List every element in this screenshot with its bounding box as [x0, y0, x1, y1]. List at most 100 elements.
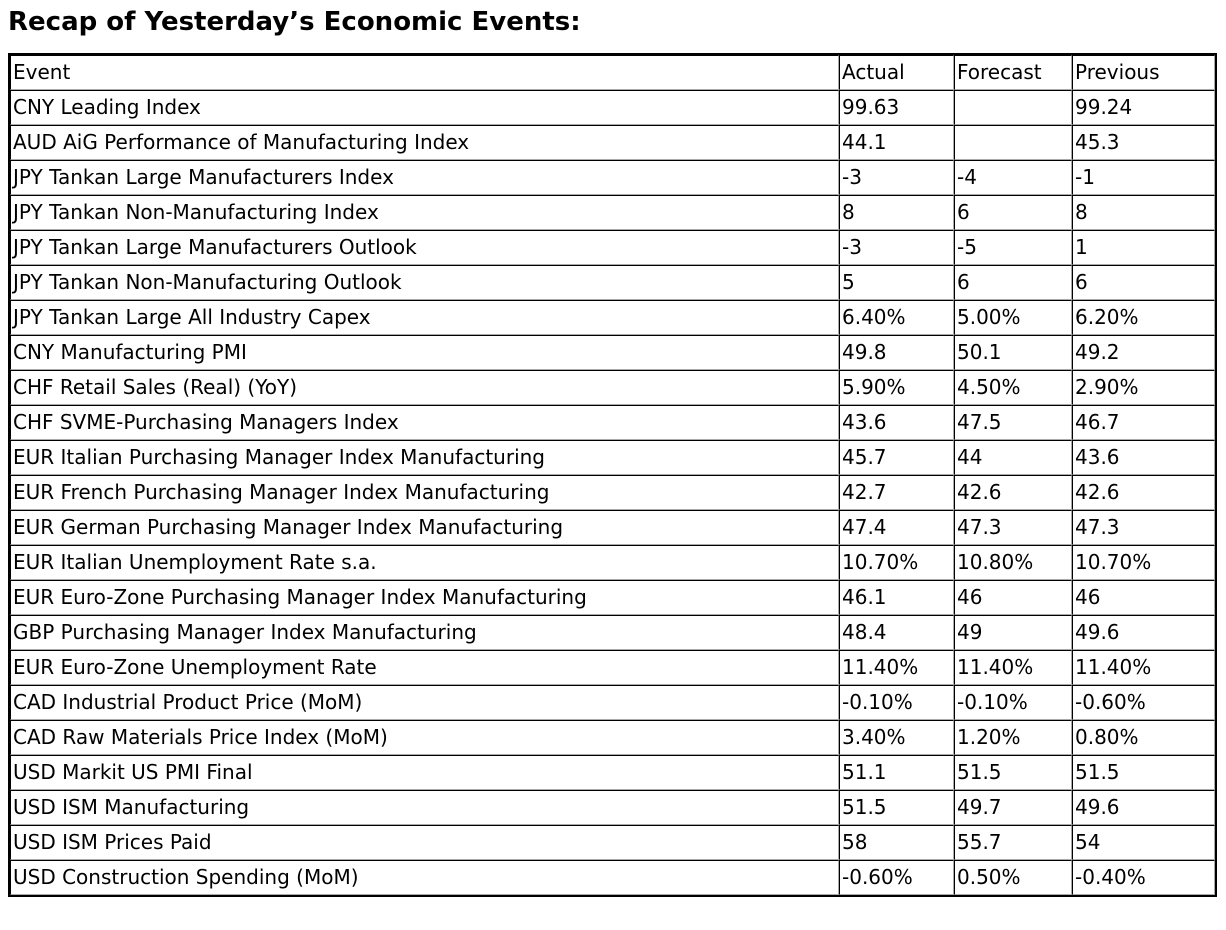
cell-previous: 10.70%: [1072, 544, 1215, 580]
cell-previous: 2.90%: [1072, 369, 1215, 405]
table-row: USD Markit US PMI Final 51.1 51.5 51.5: [10, 754, 1215, 790]
cell-event: JPY Tankan Non-Manufacturing Outlook: [10, 264, 839, 300]
cell-previous: 6.20%: [1072, 299, 1215, 335]
cell-previous: 46: [1072, 579, 1215, 615]
cell-forecast: [954, 89, 1072, 125]
table-row: USD Construction Spending (MoM) -0.60% 0.5…: [10, 859, 1215, 895]
cell-previous: 51.5: [1072, 754, 1215, 790]
table-row: USD ISM Prices Paid 58 55.7 54: [10, 824, 1215, 860]
cell-event: CNY Leading Index: [10, 89, 839, 125]
cell-actual: 44.1: [839, 124, 954, 160]
cell-forecast: 49.7: [954, 789, 1072, 825]
cell-forecast: 47.3: [954, 509, 1072, 545]
cell-event: CHF Retail Sales (Real) (YoY): [10, 369, 839, 405]
cell-previous: -0.60%: [1072, 684, 1215, 720]
cell-actual: 47.4: [839, 509, 954, 545]
cell-previous: 42.6: [1072, 474, 1215, 510]
table-row: JPY Tankan Large Manufacturers Index -3 -4…: [10, 159, 1215, 195]
cell-actual: 46.1: [839, 579, 954, 615]
cell-event: USD ISM Prices Paid: [10, 824, 839, 860]
cell-actual: 51.5: [839, 789, 954, 825]
cell-forecast: 50.1: [954, 334, 1072, 370]
cell-previous: 0.80%: [1072, 719, 1215, 755]
cell-actual: -0.10%: [839, 684, 954, 720]
cell-actual: 8: [839, 194, 954, 230]
cell-previous: 99.24: [1072, 89, 1215, 125]
cell-forecast: -4: [954, 159, 1072, 195]
table-row: GBP Purchasing Manager Index Manufacturi…: [10, 614, 1215, 650]
table-row: EUR German Purchasing Manager Index Manu…: [10, 509, 1215, 545]
cell-event: EUR Italian Unemployment Rate s.a.: [10, 544, 839, 580]
cell-actual: 58: [839, 824, 954, 860]
cell-previous: 49.2: [1072, 334, 1215, 370]
page-title: Recap of Yesterday’s Economic Events:: [8, 7, 581, 37]
cell-actual: 49.8: [839, 334, 954, 370]
cell-actual: 5.90%: [839, 369, 954, 405]
cell-forecast: -5: [954, 229, 1072, 265]
cell-forecast: 44: [954, 439, 1072, 475]
table-row: CAD Industrial Product Price (MoM) -0.10%…: [10, 684, 1215, 720]
cell-actual: 42.7: [839, 474, 954, 510]
cell-forecast: 5.00%: [954, 299, 1072, 335]
cell-forecast: 55.7: [954, 824, 1072, 860]
cell-event: EUR French Purchasing Manager Index Manu…: [10, 474, 839, 510]
cell-event: GBP Purchasing Manager Index Manufacturi…: [10, 614, 839, 650]
cell-forecast: 11.40%: [954, 649, 1072, 685]
cell-previous: 54: [1072, 824, 1215, 860]
cell-event: CHF SVME-Purchasing Managers Index: [10, 404, 839, 440]
events-table-body: CNY Leading Index 99.63 99.24 AUD AiG Perfo…: [10, 89, 1215, 895]
cell-previous: 45.3: [1072, 124, 1215, 160]
cell-actual: -3: [839, 229, 954, 265]
cell-forecast: 6: [954, 194, 1072, 230]
cell-actual: 43.6: [839, 404, 954, 440]
cell-previous: 49.6: [1072, 614, 1215, 650]
cell-forecast: 4.50%: [954, 369, 1072, 405]
cell-event: USD Construction Spending (MoM): [10, 859, 839, 895]
cell-previous: 11.40%: [1072, 649, 1215, 685]
cell-event: EUR Euro-Zone Purchasing Manager Index M…: [10, 579, 839, 615]
cell-actual: -3: [839, 159, 954, 195]
cell-actual: 99.63: [839, 89, 954, 125]
cell-forecast: 47.5: [954, 404, 1072, 440]
table-row: CHF SVME-Purchasing Managers Index 43.6 47…: [10, 404, 1215, 440]
cell-forecast: 49: [954, 614, 1072, 650]
cell-event: JPY Tankan Large All Industry Capex: [10, 299, 839, 335]
cell-previous: 47.3: [1072, 509, 1215, 545]
cell-event: JPY Tankan Non-Manufacturing Index: [10, 194, 839, 230]
cell-forecast: -0.10%: [954, 684, 1072, 720]
cell-previous: 49.6: [1072, 789, 1215, 825]
column-header-forecast: Forecast: [954, 54, 1072, 90]
table-header-row: Event Actual Forecast Previous: [10, 54, 1215, 90]
cell-event: JPY Tankan Large Manufacturers Outlook: [10, 229, 839, 265]
table-row: EUR Italian Unemployment Rate s.a. 10.70%…: [10, 544, 1215, 580]
cell-forecast: 46: [954, 579, 1072, 615]
cell-event: CNY Manufacturing PMI: [10, 334, 839, 370]
table-row: EUR Euro-Zone Unemployment Rate 11.40% 11.…: [10, 649, 1215, 685]
cell-forecast: 1.20%: [954, 719, 1072, 755]
cell-forecast: 10.80%: [954, 544, 1072, 580]
table-row: AUD AiG Performance of Manufacturing Ind…: [10, 124, 1215, 160]
cell-actual: 10.70%: [839, 544, 954, 580]
cell-forecast: [954, 124, 1072, 160]
table-row: CHF Retail Sales (Real) (YoY) 5.90% 4.50% 2…: [10, 369, 1215, 405]
cell-event: EUR Italian Purchasing Manager Index Man…: [10, 439, 839, 475]
cell-actual: 5: [839, 264, 954, 300]
economic-events-table: Event Actual Forecast Previous CNY Leadi…: [8, 52, 1217, 897]
cell-forecast: 6: [954, 264, 1072, 300]
cell-actual: 51.1: [839, 754, 954, 790]
page: Recap of Yesterday’s Economic Events: Ev…: [8, 7, 1217, 897]
table-row: JPY Tankan Non-Manufacturing Outlook 5 6 6: [10, 264, 1215, 300]
table-row: EUR French Purchasing Manager Index Manu…: [10, 474, 1215, 510]
table-row: CNY Manufacturing PMI 49.8 50.1 49.2: [10, 334, 1215, 370]
cell-forecast: 42.6: [954, 474, 1072, 510]
cell-previous: 8: [1072, 194, 1215, 230]
column-header-event: Event: [10, 54, 839, 90]
table-row: CAD Raw Materials Price Index (MoM) 3.40%…: [10, 719, 1215, 755]
table-row: USD ISM Manufacturing 51.5 49.7 49.6: [10, 789, 1215, 825]
cell-forecast: 0.50%: [954, 859, 1072, 895]
cell-previous: 46.7: [1072, 404, 1215, 440]
table-row: EUR Euro-Zone Purchasing Manager Index M…: [10, 579, 1215, 615]
cell-previous: 1: [1072, 229, 1215, 265]
cell-event: USD Markit US PMI Final: [10, 754, 839, 790]
cell-forecast: 51.5: [954, 754, 1072, 790]
